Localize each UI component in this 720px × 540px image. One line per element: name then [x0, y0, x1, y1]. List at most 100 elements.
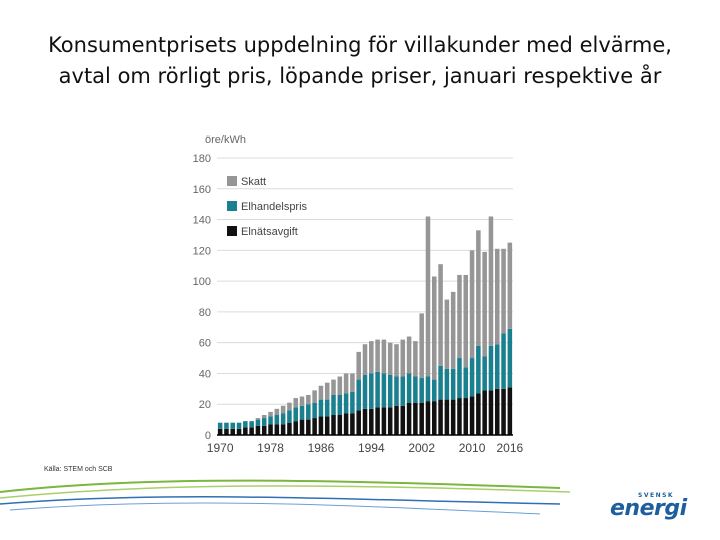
bar-elnätsavgift-2005	[438, 399, 443, 435]
bar-elnätsavgift-1977	[261, 425, 267, 435]
bar-elhandelspris-1999	[400, 376, 406, 406]
x-tick-label-2010: 2010	[459, 441, 486, 455]
bar-skatt-1983	[299, 396, 305, 406]
bar-skatt-2002	[419, 313, 424, 379]
bar-elnätsavgift-2014	[494, 388, 500, 435]
source-note: Källa: STEM och SCB	[44, 466, 113, 473]
bar-elhandelspris-1982	[293, 407, 298, 422]
bar-elhandelspris-1973	[236, 422, 242, 429]
bar-skatt-1986	[318, 385, 324, 400]
bar-skatt-2013	[488, 216, 494, 346]
bar-elnätsavgift-1985	[312, 418, 317, 435]
bar-skatt-1995	[375, 339, 380, 372]
bar-elnätsavgift-1996	[381, 407, 387, 435]
bar-skatt-1988	[331, 379, 336, 395]
bar-elhandelspris-1972	[230, 422, 236, 429]
bar-elhandelspris-1980	[280, 413, 286, 425]
bar-elnätsavgift-1998	[394, 405, 399, 435]
bar-elhandelspris-1996	[381, 373, 387, 408]
bar-skatt-1989	[337, 376, 343, 395]
bar-elhandelspris-1983	[299, 405, 305, 420]
bar-elnätsavgift-2010	[469, 396, 475, 435]
bar-skatt-2016	[507, 242, 513, 329]
logo-top-text: SVENSK	[638, 492, 675, 499]
y-tick-label-80: 80	[199, 307, 211, 319]
x-tick-label-1994: 1994	[358, 441, 385, 455]
bar-elnätsavgift-2002	[419, 402, 424, 435]
bar-skatt-1982	[293, 398, 298, 408]
y-tick-label-140: 140	[193, 215, 211, 227]
bar-elnätsavgift-2007	[450, 399, 456, 435]
y-axis-label: öre/kWh	[205, 134, 246, 146]
bar-elnätsavgift-1981	[287, 422, 292, 435]
bar-elhandelspris-1985	[312, 402, 317, 419]
bar-elnätsavgift-2015	[501, 388, 506, 435]
bar-elnätsavgift-1986	[318, 416, 324, 435]
bar-elnätsavgift-1972	[230, 428, 236, 435]
y-tick-label-180: 180	[193, 153, 211, 165]
bar-elnätsavgift-1987	[324, 416, 330, 435]
bar-elhandelspris-1974	[243, 421, 248, 428]
bar-skatt-2000	[406, 336, 412, 374]
logo-word: energi	[610, 496, 687, 521]
swoosh-blue-line-2	[9, 502, 541, 515]
swoosh-green-line-2	[0, 485, 571, 499]
legend-label-elhandelspris: Elhandelspris	[241, 201, 308, 213]
bar-skatt-2010	[469, 250, 475, 359]
bar-skatt-1991	[350, 373, 355, 392]
bar-elnätsavgift-1975	[249, 427, 254, 435]
bar-elnätsavgift-1973	[236, 428, 242, 435]
bar-elnätsavgift-1979	[274, 424, 280, 435]
bar-skatt-1997	[387, 342, 393, 375]
bar-skatt-2006	[444, 299, 450, 369]
bar-elnätsavgift-2001	[413, 402, 418, 435]
bar-elhandelspris-2016	[507, 328, 513, 388]
bar-elnätsavgift-1983	[299, 419, 305, 435]
bar-skatt-2014	[494, 248, 500, 345]
bar-elhandelspris-1997	[387, 374, 393, 408]
slide-title: Konsumentprisets uppdelning för villakun…	[0, 30, 720, 92]
y-tick-label-160: 160	[193, 184, 211, 196]
bar-elnätsavgift-2004	[432, 401, 437, 435]
bar-elhandelspris-1970	[217, 422, 223, 429]
bar-elnätsavgift-1993	[362, 408, 368, 435]
bar-skatt-1987	[324, 382, 330, 400]
bar-skatt-2007	[450, 291, 456, 369]
legend-label-skatt: Skatt	[241, 176, 266, 188]
bar-skatt-2003	[425, 216, 431, 377]
bar-skatt-1978	[268, 411, 273, 417]
bar-elhandelspris-2007	[450, 368, 456, 400]
bar-elnätsavgift-1991	[350, 413, 355, 435]
bar-elnätsavgift-2003	[425, 401, 431, 435]
bar-elhandelspris-2001	[413, 376, 418, 403]
bar-elhandelspris-1987	[324, 399, 330, 417]
bar-elnätsavgift-1997	[387, 407, 393, 435]
bar-skatt-1992	[356, 351, 361, 380]
bar-elhandelspris-2002	[419, 378, 424, 403]
bar-skatt-1994	[369, 341, 374, 374]
legend-swatch-skatt	[227, 176, 237, 186]
bar-elhandelspris-1994	[369, 373, 374, 409]
bar-elnätsavgift-2006	[444, 399, 450, 435]
x-tick-label-2002: 2002	[408, 441, 435, 455]
bar-elhandelspris-2008	[457, 358, 462, 399]
bar-skatt-2005	[438, 264, 443, 366]
bar-elhandelspris-1976	[255, 419, 261, 426]
bar-elhandelspris-2014	[494, 344, 500, 389]
bar-elhandelspris-2013	[488, 345, 494, 391]
bar-elhandelspris-2006	[444, 368, 450, 400]
bar-skatt-2001	[413, 341, 418, 377]
bar-elhandelspris-1989	[337, 394, 343, 415]
bar-elhandelspris-2009	[463, 367, 469, 399]
stacked-bar-chart: öre/kWh 0 20 40 60 80 100 120 140 160 180 1970 1978 1…	[193, 134, 524, 455]
bar-elhandelspris-1990	[343, 393, 349, 414]
legend-swatch-elhandelspris	[227, 201, 237, 211]
bar-skatt-1984	[306, 394, 311, 405]
y-tick-label-60: 60	[199, 338, 211, 350]
bar-elhandelspris-2005	[438, 365, 443, 400]
bar-elnätsavgift-2008	[457, 398, 462, 435]
legend-swatch-elnätsavgift	[227, 226, 237, 236]
bar-skatt-1999	[400, 339, 406, 377]
y-tick-label-40: 40	[199, 368, 211, 380]
bar-elhandelspris-1998	[394, 376, 399, 406]
